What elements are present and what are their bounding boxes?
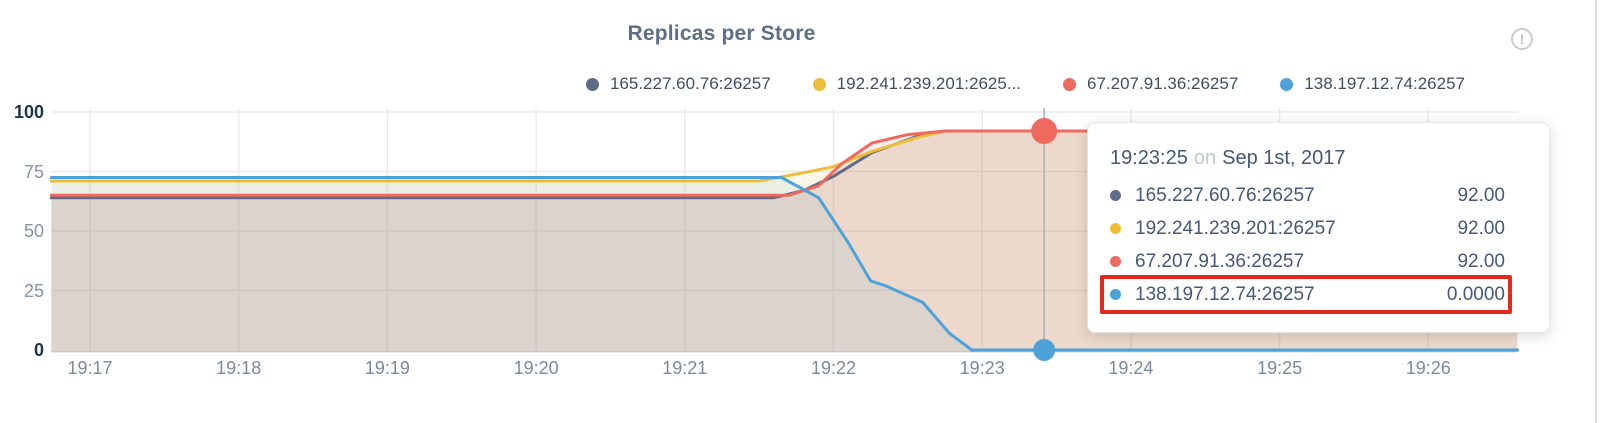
- x-axis-tick-label: 19:24: [1108, 358, 1154, 378]
- legend-label: 192.241.239.201:2625...: [836, 74, 1022, 93]
- y-axis-tick-label: 50: [23, 221, 44, 241]
- hover-point-marker: [1033, 339, 1056, 361]
- series-dot-red: [1110, 256, 1121, 267]
- y-axis-tick-label: 75: [23, 161, 44, 182]
- chart-legend: 165.227.60.76:26257 192.241.239.201:2625…: [0, 74, 1465, 94]
- info-icon-glyph: !: [1519, 31, 1525, 47]
- series-line: [49, 176, 1519, 352]
- series-line: [49, 129, 1519, 197]
- tooltip-row: 67.207.91.36:26257 92.00: [1110, 245, 1505, 278]
- x-axis-tick-label: 19:22: [810, 358, 857, 378]
- x-axis-tick-label: 19:26: [1405, 358, 1451, 378]
- chart-title: Replicas per Store: [627, 22, 816, 45]
- tooltip-series-name: 165.227.60.76:26257: [1135, 184, 1315, 206]
- tooltip-timestamp: 19:23:25 on Sep 1st, 2017: [1110, 147, 1505, 170]
- legend-dot-gray: [585, 77, 599, 91]
- y-axis-tick-label: 25: [23, 280, 44, 301]
- tooltip-series-name: 138.197.12.74:26257: [1135, 283, 1315, 305]
- x-axis-tick-label: 19:20: [513, 358, 559, 378]
- tooltip-series-name: 67.207.91.36:26257: [1135, 250, 1305, 272]
- series-area: [51, 177, 1518, 352]
- x-axis-tick-label: 19:21: [662, 358, 708, 378]
- info-icon[interactable]: !: [1511, 28, 1533, 50]
- legend-item-store-1[interactable]: 165.227.60.76:26257: [585, 74, 771, 94]
- tooltip-series-value: 0.0000: [1446, 283, 1505, 305]
- tooltip-series-value: 92.00: [1457, 217, 1505, 239]
- hover-point-marker: [1031, 118, 1058, 145]
- y-axis-tick-label: 100: [13, 102, 44, 122]
- y-axis-tick-label: 0: [33, 340, 44, 360]
- tooltip-date: Sep 1st, 2017: [1222, 147, 1346, 169]
- panel-right-border: [1595, 0, 1597, 423]
- series-dot-yellow: [1110, 223, 1121, 234]
- legend-label: 67.207.91.36:26257: [1087, 74, 1239, 93]
- x-axis-tick-label: 19:19: [364, 358, 410, 378]
- legend-label: 165.227.60.76:26257: [609, 74, 771, 93]
- series-dot-gray: [1110, 190, 1121, 201]
- tooltip-row: 192.241.239.201:26257 92.00: [1110, 212, 1505, 245]
- legend-label: 138.197.12.74:26257: [1304, 74, 1465, 93]
- x-axis-tick-label: 19:18: [216, 358, 262, 378]
- legend-item-store-4[interactable]: 138.197.12.74:26257: [1280, 74, 1465, 94]
- tooltip-row: 165.227.60.76:26257 92.00: [1110, 179, 1505, 212]
- tooltip-row-highlighted: 138.197.12.74:26257 0.0000: [1100, 275, 1512, 314]
- legend-item-store-3[interactable]: 67.207.91.36:26257: [1063, 74, 1238, 94]
- legend-dot-yellow: [812, 77, 826, 91]
- x-axis-tick-label: 19:25: [1257, 358, 1303, 378]
- tooltip-separator: on: [1193, 147, 1217, 169]
- series-dot-blue: [1110, 289, 1121, 300]
- x-axis-tick-label: 19:23: [959, 358, 1005, 378]
- tooltip-series-value: 92.00: [1457, 184, 1505, 206]
- legend-item-store-2[interactable]: 192.241.239.201:2625...: [812, 74, 1022, 94]
- tooltip-series-name: 192.241.239.201:26257: [1135, 217, 1336, 239]
- hover-tooltip: 19:23:25 on Sep 1st, 2017 165.227.60.76:26…: [1087, 122, 1550, 333]
- tooltip-time: 19:23:25: [1110, 147, 1188, 169]
- legend-dot-blue: [1280, 77, 1294, 91]
- legend-dot-red: [1063, 77, 1077, 91]
- x-axis-tick-label: 19:17: [67, 358, 113, 378]
- tooltip-series-value: 92.00: [1457, 250, 1505, 272]
